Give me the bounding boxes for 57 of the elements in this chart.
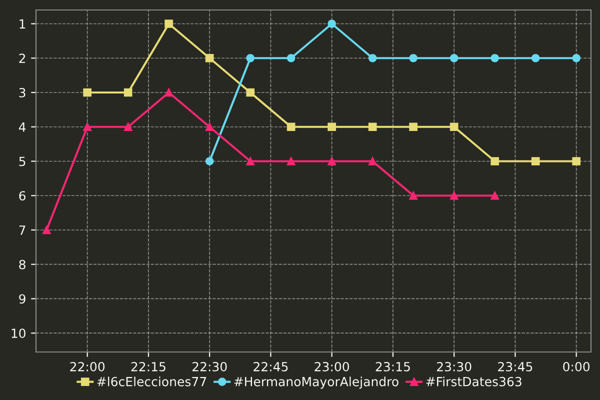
point	[531, 157, 540, 166]
point	[246, 88, 255, 97]
point	[531, 54, 540, 62]
y-tick-label: 5	[19, 156, 26, 166]
x-tick-label: 0:00	[563, 362, 590, 372]
point	[164, 20, 173, 28]
point	[490, 54, 500, 62]
y-tick-label: 1	[20, 19, 26, 28]
legend-label: #HermanoMayorAlejandro	[234, 376, 398, 389]
x-tick-label: 22:00	[70, 362, 105, 372]
point	[124, 122, 132, 132]
point	[368, 54, 377, 62]
y-tick-label: 3	[19, 88, 26, 98]
point	[246, 157, 255, 166]
point	[572, 157, 580, 166]
y-tick-label: 8	[19, 260, 26, 270]
x-tick-label: 22:15	[131, 362, 166, 372]
point	[328, 157, 336, 166]
x-tick-label: 23:00	[314, 362, 350, 372]
y-tick-label: 4	[18, 122, 26, 132]
y-tick-label: 10	[12, 328, 26, 338]
y-tick-label: 7	[19, 226, 26, 235]
point	[83, 122, 92, 132]
point	[409, 54, 418, 62]
x-tick-label: 23:30	[436, 362, 472, 372]
point	[205, 122, 214, 132]
point	[572, 54, 580, 62]
point	[286, 157, 296, 166]
x-tick-label: 23:45	[498, 362, 532, 372]
x-tick-label: 22:30	[192, 362, 227, 372]
point	[490, 191, 500, 200]
point	[124, 88, 132, 97]
point	[164, 88, 173, 97]
point	[205, 54, 214, 62]
point	[83, 88, 92, 97]
point	[368, 122, 377, 132]
point	[286, 122, 296, 132]
point	[450, 122, 458, 132]
point	[328, 122, 336, 132]
point	[409, 122, 418, 132]
point	[490, 157, 500, 166]
y-tick-label: 6	[19, 191, 26, 201]
point	[409, 191, 418, 200]
point	[205, 157, 214, 166]
point	[368, 157, 377, 166]
point	[328, 20, 336, 28]
point	[450, 191, 458, 200]
x-tick-label: 23:15	[376, 362, 410, 372]
y-tick-label: 9	[19, 294, 26, 304]
y-tick-label: 2	[19, 54, 26, 63]
legend-label: #FirstDates363	[426, 376, 522, 386]
point	[42, 226, 51, 234]
legend-label: #l6cElecciones77	[97, 376, 206, 386]
point	[286, 54, 296, 62]
point	[246, 54, 255, 62]
point	[450, 54, 458, 62]
x-tick-label: 22:45	[254, 362, 288, 372]
